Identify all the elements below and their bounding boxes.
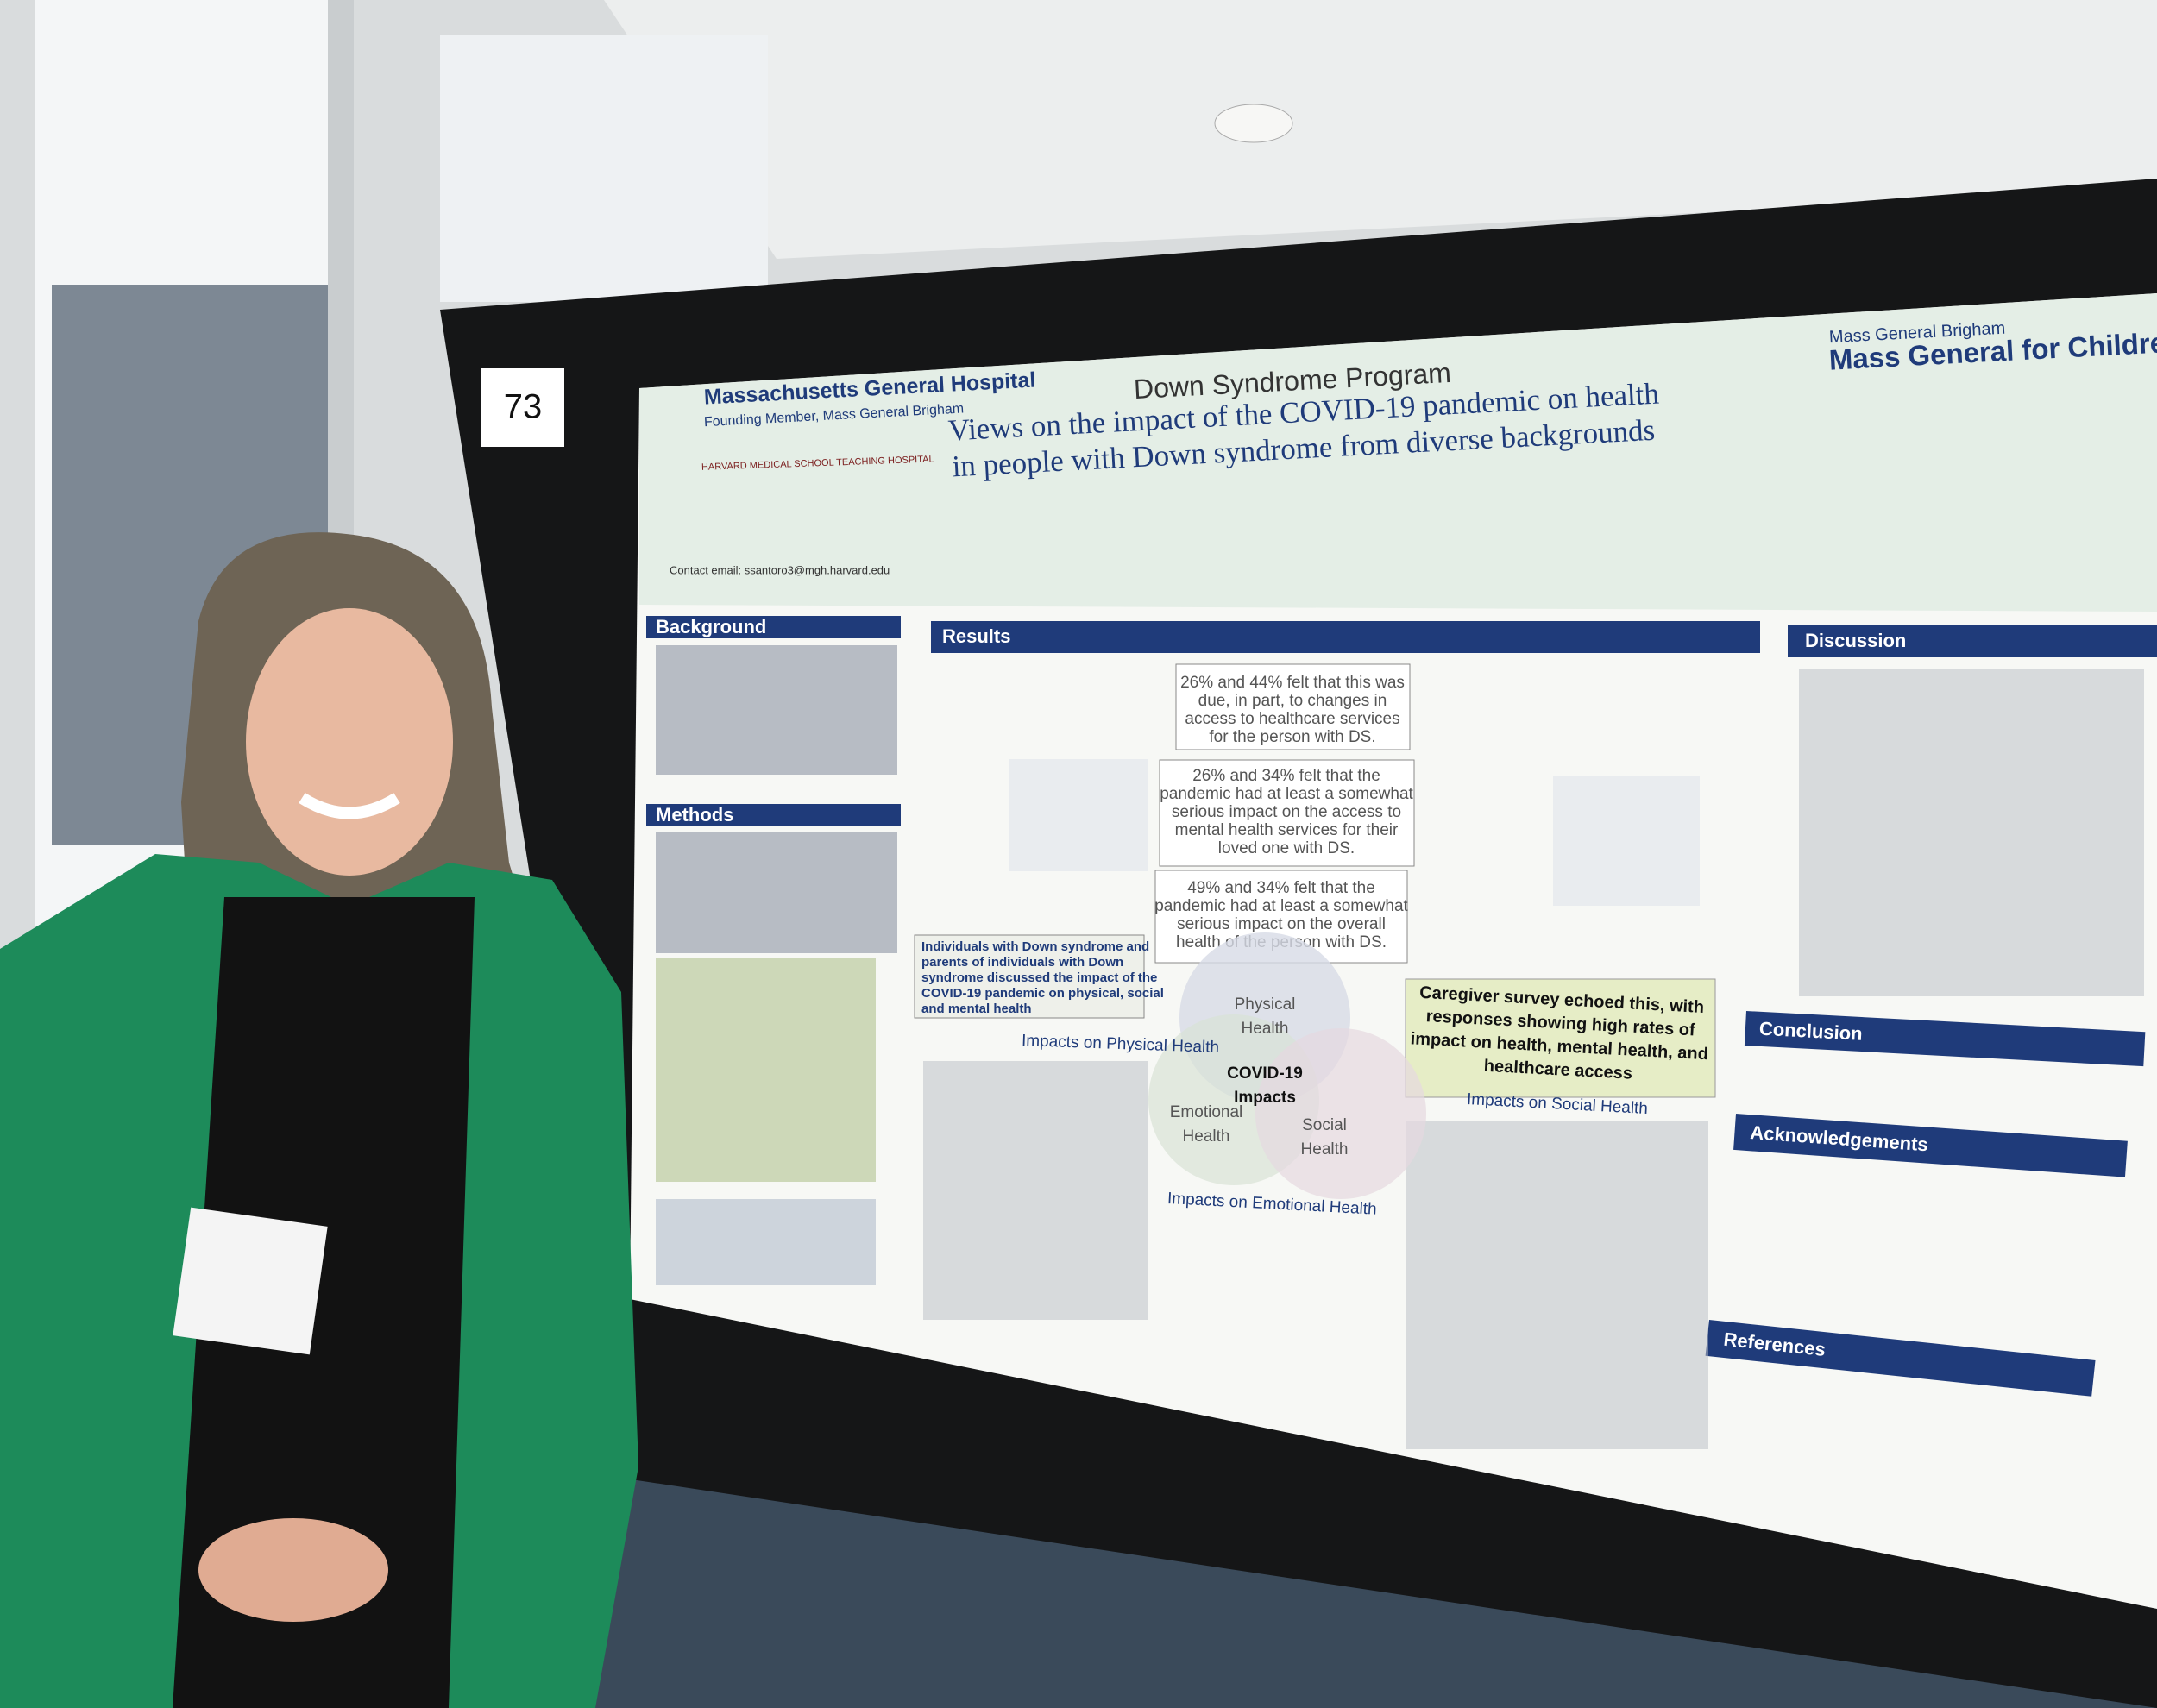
callout-box: [1175, 663, 1411, 750]
heading-bar: [1788, 625, 2157, 657]
callout-line: serious impact on the access to: [1172, 803, 1401, 821]
hands: [198, 1518, 388, 1622]
callout-line: pandemic had at least a somewhat: [1154, 897, 1408, 915]
venn-label: Impacts: [1234, 1089, 1296, 1107]
venn-label: Health: [1301, 1140, 1349, 1159]
text-block: [1406, 1121, 1708, 1449]
body-text-blocks: [656, 645, 2144, 1449]
heading-bar: [646, 804, 901, 826]
callout-line: serious impact on the overall: [1177, 915, 1386, 933]
box-line: parents of individuals with Down: [921, 955, 1123, 970]
text-block: [923, 1061, 1148, 1320]
heading: Methods: [656, 804, 733, 826]
ceiling-light: [1214, 104, 1293, 143]
table: [656, 1199, 876, 1285]
box-line: and mental health: [921, 1002, 1032, 1016]
poster-number: 73: [504, 388, 543, 426]
callout-line: 26% and 34% felt that the: [1192, 767, 1380, 785]
badge: [173, 1207, 328, 1355]
venn-diagram: Physical Health Emotional Health Social Healt…: [1148, 932, 1426, 1199]
smile: [299, 793, 400, 819]
venn-label: Social: [1302, 1116, 1347, 1134]
poster-header: [639, 293, 2157, 612]
callout-line: 49% and 34% felt that the: [1187, 879, 1375, 897]
caregiver-box: [1405, 978, 1716, 1098]
person: [0, 532, 638, 1708]
ceiling: [604, 0, 2157, 259]
box-line: syndrome discussed the impact of the: [921, 970, 1157, 985]
heading-bar: [1733, 1114, 2128, 1177]
callout-line: pandemic had at least a somewhat: [1160, 785, 1413, 803]
callout-box: [1159, 759, 1415, 867]
text-block: [656, 645, 897, 775]
heading-bar: [1705, 1319, 2096, 1397]
window: [440, 35, 768, 302]
callout-line: mental health services for their: [1175, 821, 1399, 839]
callout-line: loved one with DS.: [1218, 839, 1355, 857]
callout-line: access to healthcare services: [1185, 710, 1399, 728]
box-line: COVID-19 pandemic on physical, social: [921, 986, 1164, 1001]
individuals-box: [914, 934, 1145, 1019]
box-line: Individuals with Down syndrome and: [921, 939, 1149, 954]
heading-bar: [646, 616, 901, 638]
face: [246, 608, 453, 876]
chart-figure: [1553, 776, 1700, 906]
venn-label: Physical: [1235, 995, 1296, 1014]
heading: Results: [942, 625, 1010, 647]
callout-line: for the person with DS.: [1209, 728, 1375, 746]
heading: Discussion: [1805, 630, 1906, 651]
callout-line: 26% and 44% felt that this was: [1180, 674, 1405, 692]
text-block: [1799, 669, 2144, 996]
venn-label: COVID-19: [1227, 1064, 1303, 1083]
heading-bar: [931, 621, 1760, 653]
venn-label: Emotional: [1170, 1103, 1243, 1121]
chart-figure: [1009, 759, 1148, 871]
venn-circle: [1255, 1028, 1426, 1199]
heading-bar: [1744, 1011, 2146, 1067]
top: [173, 897, 475, 1708]
heading: Background: [656, 616, 766, 637]
section-headings: Background Methods Results Discussion Co…: [646, 616, 2157, 1397]
venn-label: Health: [1242, 1020, 1289, 1038]
text-block: [656, 832, 897, 953]
contact: Contact email: ssantoro3@mgh.harvard.edu: [670, 563, 890, 576]
number-card: [481, 368, 564, 447]
table: [656, 958, 876, 1182]
callout-line: due, in part, to changes in: [1198, 692, 1387, 710]
venn-label: Health: [1183, 1127, 1230, 1146]
bar-charts: [1009, 759, 1700, 906]
